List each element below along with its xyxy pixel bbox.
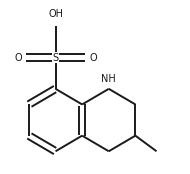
Text: OH: OH [48, 9, 63, 19]
Text: S: S [52, 53, 59, 63]
Text: O: O [89, 53, 97, 63]
Text: O: O [14, 53, 22, 63]
Text: NH: NH [101, 74, 116, 84]
